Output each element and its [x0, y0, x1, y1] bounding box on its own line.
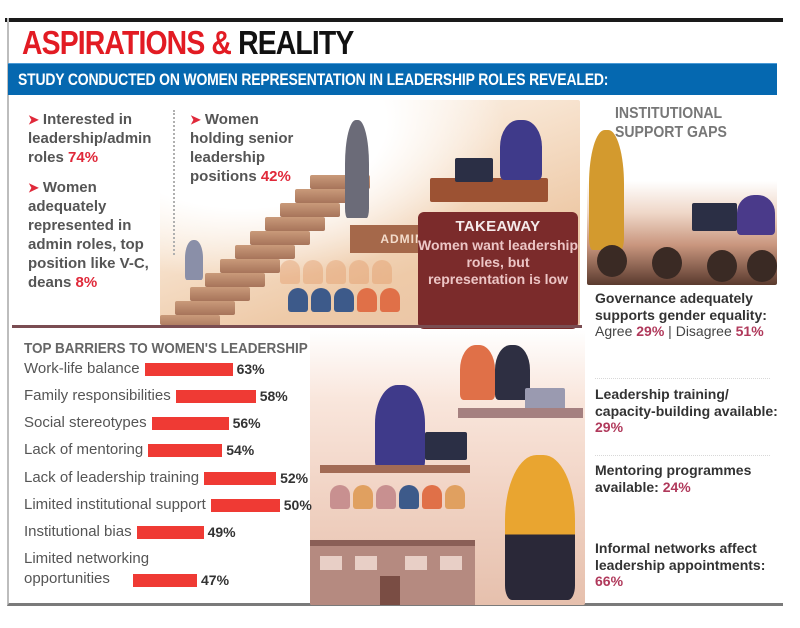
- woman-on-stairs-figure: [185, 240, 203, 280]
- disagree-value: 51%: [735, 323, 764, 339]
- stat-value: 8%: [75, 274, 98, 291]
- barrier-bar: [175, 389, 256, 403]
- audience-head: [652, 247, 682, 279]
- governance-item: Governance adequately supports gender eq…: [595, 290, 767, 339]
- barrier-row: Institutional bias 49%: [24, 522, 236, 542]
- barrier-bar: [148, 443, 223, 457]
- barrier-bar: [210, 498, 280, 512]
- subtitle-text: STUDY CONDUCTED ON WOMEN REPRESENTATION …: [18, 70, 609, 89]
- arrow-bullet-icon: ➤: [28, 112, 39, 127]
- staircase: [160, 125, 420, 325]
- two-women-figure: [495, 345, 530, 400]
- barrier-label: Social stereotypes: [24, 414, 147, 431]
- barrier-row: Limited networking opportunities: [24, 549, 254, 589]
- barrier-label: Limited networking opportunities: [24, 550, 150, 587]
- dotted-divider: [173, 110, 175, 255]
- two-women-figure: [460, 345, 495, 400]
- barrier-label: Work-life balance: [24, 360, 140, 377]
- separator: [595, 455, 770, 456]
- barrier-row: Lack of mentoring 54%: [24, 440, 254, 460]
- mentoring-item: Mentoring programmes available: 24%: [595, 462, 752, 495]
- barrier-value: 52%: [280, 470, 309, 486]
- separator: [595, 378, 770, 379]
- audience-head: [747, 250, 777, 282]
- barrier-row: Limited institutional support 50%: [24, 495, 312, 515]
- laptop-icon: [525, 388, 565, 410]
- woman-at-desk-figure: [375, 385, 425, 470]
- presenter-figure: [589, 130, 624, 250]
- barrier-bar: [144, 362, 233, 376]
- takeaway-box: TAKEAWAY Women want leadership roles, bu…: [418, 212, 578, 329]
- barrier-label: Lack of leadership training: [24, 469, 200, 486]
- subtitle-band: STUDY CONDUCTED ON WOMEN REPRESENTATION …: [8, 63, 777, 95]
- takeaway-body: Women want leadership roles, but represe…: [418, 237, 578, 287]
- barrier-row: Family responsibilities 58%: [24, 386, 288, 406]
- barrier-bar: [136, 525, 204, 539]
- barrier-row: Lack of leadership training 52%: [24, 468, 308, 488]
- stat-value: 29%: [595, 419, 624, 435]
- barrier-value: 47%: [201, 572, 230, 588]
- woman-at-desk-figure: [500, 120, 542, 180]
- laptop-icon: [692, 203, 737, 231]
- leadership-training-item: Leadership training/ capacity-building a…: [595, 386, 778, 435]
- stat-value: 42%: [260, 168, 291, 185]
- barrier-label: Limited institutional support: [24, 496, 206, 513]
- crowd-row: [288, 288, 400, 312]
- section-divider: [12, 325, 582, 328]
- arrow-bullet-icon: ➤: [28, 180, 39, 195]
- audience-head: [597, 245, 627, 277]
- woman-at-laptop-figure: [737, 195, 775, 235]
- stat-women-represented-admin: ➤ Women adequately represented in admin r…: [28, 179, 149, 291]
- stat-senior-leadership: ➤ Women holding senior leadership positio…: [190, 111, 294, 185]
- barrier-value: 56%: [232, 415, 261, 431]
- crowd-row: [330, 485, 465, 509]
- audience-head: [707, 250, 737, 282]
- barrier-bar: [133, 573, 197, 587]
- barrier-value: 54%: [226, 442, 255, 458]
- barrier-bar-row: 47%: [133, 570, 229, 590]
- laptop-icon: [455, 158, 493, 182]
- arrow-bullet-icon: ➤: [190, 112, 201, 127]
- woman-on-phone-figure: [505, 455, 575, 600]
- institutional-heading: INSTITUTIONAL SUPPORT GAPS: [615, 105, 727, 141]
- barrier-bar: [151, 416, 229, 430]
- barrier-label: Family responsibilities: [24, 387, 171, 404]
- takeaway-heading: TAKEAWAY: [455, 218, 541, 235]
- title-aspirations: ASPIRATIONS &: [22, 24, 232, 61]
- barrier-row: Work-life balance 63%: [24, 359, 265, 379]
- faded-crowd-row: [280, 260, 392, 284]
- stat-value: 74%: [68, 149, 99, 166]
- desk: [430, 178, 548, 202]
- title-reality: REALITY: [238, 24, 354, 61]
- informal-networks-item: Informal networks affect leadership appo…: [595, 540, 766, 589]
- laptop-icon: [425, 432, 467, 460]
- barrier-value: 63%: [236, 361, 265, 377]
- barrier-value: 50%: [283, 497, 312, 513]
- barrier-value: 58%: [259, 388, 288, 404]
- top-rule: [5, 18, 783, 22]
- woman-with-megaphone-figure: [345, 120, 369, 218]
- barrier-row: Social stereotypes 56%: [24, 413, 261, 433]
- university-building: [310, 540, 475, 605]
- barriers-illustration: [310, 330, 585, 605]
- barriers-title: TOP BARRIERS TO WOMEN'S LEADERSHIP: [24, 340, 308, 357]
- stat-value: 66%: [595, 573, 624, 589]
- barrier-value: 49%: [207, 524, 236, 540]
- page-title: ASPIRATIONS & REALITY: [22, 24, 354, 64]
- barrier-label: Institutional bias: [24, 523, 132, 540]
- barrier-bar: [204, 471, 277, 485]
- stat-value: 24%: [662, 478, 691, 495]
- stat-interested-leadership: ➤ Interested in leadership/admin roles 74…: [28, 111, 152, 166]
- agree-value: 29%: [636, 323, 665, 339]
- barrier-label: Lack of mentoring: [24, 441, 144, 458]
- institutional-illustration: [587, 125, 777, 285]
